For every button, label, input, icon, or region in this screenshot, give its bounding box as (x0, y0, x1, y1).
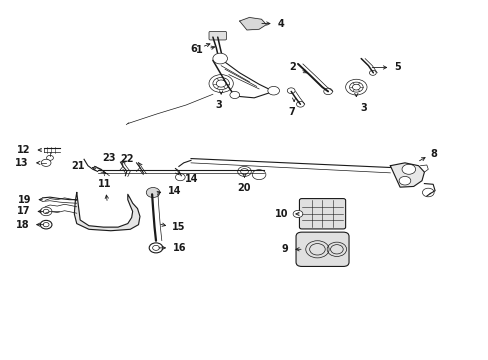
Text: 11: 11 (98, 179, 111, 189)
Text: 5: 5 (393, 62, 400, 72)
Polygon shape (389, 163, 424, 187)
Text: 20: 20 (236, 183, 250, 193)
Text: 16: 16 (172, 243, 185, 253)
Text: 14: 14 (185, 174, 198, 184)
Circle shape (229, 91, 239, 99)
Circle shape (252, 170, 265, 180)
Circle shape (292, 210, 302, 217)
Text: 9: 9 (281, 244, 287, 254)
Text: 6: 6 (190, 44, 197, 54)
Circle shape (296, 102, 304, 107)
Circle shape (401, 164, 415, 174)
Text: 7: 7 (288, 108, 295, 117)
Circle shape (41, 159, 51, 166)
Text: 12: 12 (17, 145, 30, 155)
Polygon shape (239, 18, 266, 30)
Text: 21: 21 (71, 161, 85, 171)
Text: 14: 14 (167, 186, 181, 196)
Text: 17: 17 (17, 206, 30, 216)
FancyBboxPatch shape (299, 199, 345, 229)
Circle shape (422, 188, 433, 197)
Text: 18: 18 (16, 220, 30, 230)
Polygon shape (74, 193, 140, 231)
Text: 23: 23 (102, 153, 116, 163)
Text: 2: 2 (289, 63, 295, 72)
Circle shape (46, 156, 53, 160)
Text: 19: 19 (18, 195, 31, 204)
Circle shape (175, 174, 185, 181)
Circle shape (369, 70, 375, 75)
Text: 3: 3 (360, 103, 366, 113)
Text: 3: 3 (215, 100, 222, 110)
Text: 22: 22 (120, 154, 133, 163)
Circle shape (287, 88, 294, 94)
Text: 15: 15 (171, 222, 184, 232)
Circle shape (212, 53, 227, 64)
Circle shape (267, 86, 279, 95)
FancyBboxPatch shape (295, 232, 348, 266)
Circle shape (398, 176, 410, 185)
FancyBboxPatch shape (208, 31, 226, 40)
Circle shape (323, 88, 332, 95)
Text: 8: 8 (429, 149, 436, 159)
Text: 13: 13 (15, 158, 29, 168)
Text: 4: 4 (277, 18, 284, 28)
Circle shape (146, 188, 160, 198)
Circle shape (40, 220, 52, 229)
Circle shape (40, 207, 52, 216)
Text: 10: 10 (274, 209, 287, 219)
Text: 1: 1 (196, 45, 203, 55)
Circle shape (149, 243, 163, 253)
